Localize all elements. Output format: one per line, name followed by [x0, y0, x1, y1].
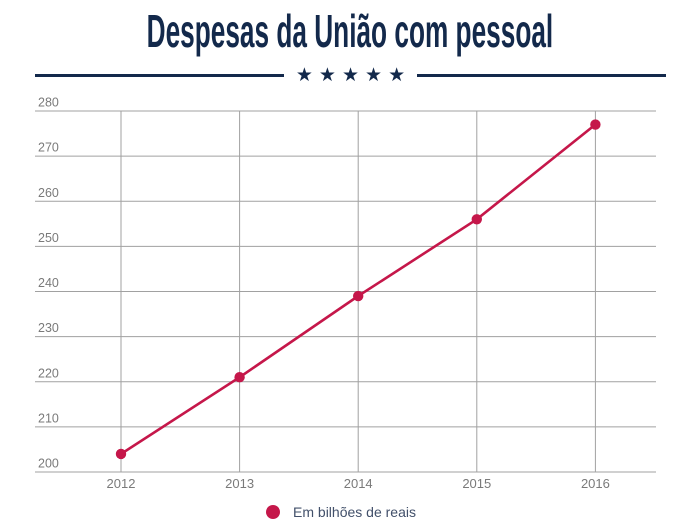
x-axis-tick-label: 2012 [107, 476, 136, 491]
x-axis-tick-label: 2015 [462, 476, 491, 491]
y-axis-tick-label: 210 [38, 411, 59, 425]
y-axis-tick-label: 220 [38, 366, 59, 380]
data-point [353, 290, 364, 302]
y-axis-tick-label: 280 [38, 96, 59, 110]
y-axis-tick-label: 250 [38, 231, 59, 245]
y-axis-tick-label: 260 [38, 186, 59, 200]
divider-rule-left [35, 74, 284, 77]
data-point [590, 119, 601, 130]
line-chart: 200 210 220 230 240 250 260 270 280 2012 2013 2014 2… [35, 96, 656, 491]
legend-label: Em bilhões de reais [293, 504, 416, 520]
data-point [115, 448, 127, 460]
chart-title: Despesas da União com pessoal [146, 5, 554, 57]
x-axis-tick-label: 2013 [225, 476, 254, 491]
stars-ornament-icon: ★ ★ ★ ★ ★ [295, 64, 406, 86]
y-axis-tick-label: 270 [38, 141, 59, 155]
x-axis-tick-label: 2016 [581, 476, 610, 491]
title-divider: ★ ★ ★ ★ ★ [35, 64, 667, 86]
divider-rule-right [417, 74, 667, 77]
y-axis-tick-label: 240 [38, 276, 59, 290]
chart-legend: Em bilhões de reais [0, 504, 682, 520]
x-axis-tick-label: 2014 [344, 476, 373, 491]
legend-marker-icon [266, 505, 281, 519]
y-axis-tick-label: 230 [38, 321, 59, 335]
data-point [471, 214, 482, 225]
data-point [234, 372, 245, 383]
y-axis-tick-label: 200 [38, 457, 59, 471]
